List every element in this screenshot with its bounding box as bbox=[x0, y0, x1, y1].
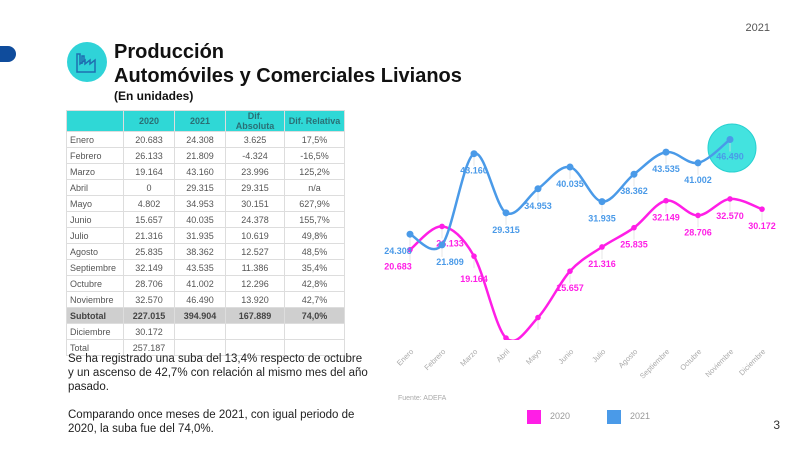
data-label-2021: 43.160 bbox=[460, 166, 488, 176]
x-tick-label: Julio bbox=[590, 347, 607, 364]
table-row: Febrero 26.133 21.809 -4.324 -16,5% bbox=[66, 147, 345, 164]
series-line-2020 bbox=[409, 197, 763, 340]
cell: 74,0% bbox=[284, 307, 345, 324]
data-point-2020 bbox=[503, 335, 509, 340]
table-row: Septiembre 32.149 43.535 11.386 35,4% bbox=[66, 259, 345, 276]
year-label: 2021 bbox=[745, 22, 770, 34]
table-row: Total 257.187 bbox=[66, 339, 345, 356]
data-point-2020 bbox=[439, 223, 445, 230]
table-row: Marzo 19.164 43.160 23.996 125,2% bbox=[66, 163, 345, 180]
data-label-2021: 24.308 bbox=[384, 246, 412, 256]
x-tick-label: Enero bbox=[395, 347, 416, 368]
legend-swatch-2021 bbox=[607, 410, 621, 424]
data-label-2021: 38.362 bbox=[620, 186, 648, 196]
data-point-2021 bbox=[726, 135, 734, 143]
data-point-2021 bbox=[502, 209, 510, 217]
data-point-2021 bbox=[470, 150, 478, 158]
data-label-2021: 41.002 bbox=[684, 175, 712, 185]
data-point-2021 bbox=[566, 163, 574, 171]
data-label-2020: 25.835 bbox=[620, 240, 648, 250]
slide-tab-marker bbox=[0, 46, 16, 62]
table-row: Octubre 28.706 41.002 12.296 42,8% bbox=[66, 275, 345, 292]
x-tick-label: Septiembre bbox=[638, 347, 671, 380]
table-row: Abril 0 29.315 29.315 n/a bbox=[66, 179, 345, 196]
x-tick-label: Febrero bbox=[422, 347, 447, 372]
data-label-2020: 15.657 bbox=[556, 283, 584, 293]
x-tick-label: Junio bbox=[556, 347, 575, 366]
table-row: Diciembre 30.172 bbox=[66, 323, 345, 340]
chart-source: Fuente: ADEFA bbox=[398, 395, 447, 402]
data-label-2021: 43.535 bbox=[652, 164, 680, 174]
data-point-2020 bbox=[471, 253, 477, 259]
data-point-2020 bbox=[631, 224, 637, 231]
data-label-2020: 21.316 bbox=[588, 259, 616, 269]
data-point-2021 bbox=[534, 185, 542, 193]
title-line-2: Automóviles y Comerciales Livianos bbox=[114, 65, 462, 87]
data-label-2021: 40.035 bbox=[556, 179, 584, 189]
table-header-row: 2020 2021 Dif. Absoluta Dif. Relativa bbox=[66, 110, 345, 132]
highlight-circle bbox=[707, 123, 757, 173]
x-tick-label: Octubre bbox=[678, 347, 703, 372]
data-label-2020: 19.164 bbox=[460, 274, 488, 284]
table-row: Julio 21.316 31.935 10.619 49,8% bbox=[66, 227, 345, 244]
data-point-2021 bbox=[662, 148, 670, 156]
data-point-2020 bbox=[663, 197, 669, 204]
factory-icon bbox=[67, 42, 107, 82]
page-number: 3 bbox=[773, 418, 780, 432]
legend-label-2020: 2020 bbox=[550, 411, 571, 421]
data-point-2020 bbox=[567, 268, 573, 274]
data-point-2021 bbox=[694, 159, 702, 167]
data-label-2020: 30.172 bbox=[748, 221, 776, 231]
data-point-2021 bbox=[406, 230, 414, 238]
data-label-2020: 32.570 bbox=[716, 211, 744, 221]
table-row: Noviembre 32.570 46.490 13.920 42,7% bbox=[66, 291, 345, 308]
data-label-2021: 29.315 bbox=[492, 225, 520, 235]
data-label-2021: 21.809 bbox=[436, 257, 464, 267]
paragraph-1: Se ha registrado una suba del 13,4% resp… bbox=[68, 353, 368, 393]
data-point-2021 bbox=[598, 198, 606, 206]
data-point-2020 bbox=[407, 246, 413, 253]
data-label-2020: 32.149 bbox=[652, 213, 680, 223]
cell: 257.187 bbox=[123, 339, 175, 356]
data-point-2020 bbox=[599, 244, 605, 250]
x-tick-label: Abril bbox=[494, 347, 511, 364]
cell: 227.015 bbox=[123, 307, 175, 324]
col-header: Dif. Relativa bbox=[284, 110, 345, 132]
table-row: Enero 20.683 24.308 3.625 17,5% bbox=[66, 131, 345, 148]
x-tick-label: Marzo bbox=[458, 347, 479, 368]
data-point-2021 bbox=[630, 170, 638, 178]
series-line-2021 bbox=[409, 138, 731, 251]
data-point-2021 bbox=[438, 241, 446, 249]
paragraph-2: Comparando once meses de 2021, con igual… bbox=[68, 409, 355, 435]
data-label-2020: 26.133 bbox=[436, 238, 464, 248]
data-label-2020: 20.683 bbox=[384, 262, 412, 272]
x-tick-label: Diciembre bbox=[737, 347, 767, 377]
row-label: Subtotal bbox=[66, 307, 124, 324]
x-tick-label: Noviembre bbox=[703, 347, 735, 379]
production-table: 2020 2021 Dif. Absoluta Dif. Relativa En… bbox=[66, 110, 345, 356]
col-header bbox=[66, 110, 124, 132]
legend-label-2021: 2021 bbox=[630, 411, 651, 421]
x-tick-label: Agosto bbox=[617, 347, 640, 370]
data-point-2020 bbox=[695, 212, 701, 219]
data-point-2020 bbox=[727, 196, 733, 202]
legend-swatch-2020 bbox=[527, 410, 541, 424]
col-header: 2021 bbox=[174, 110, 226, 132]
title-line-1: Producción bbox=[114, 41, 225, 63]
cell bbox=[284, 339, 345, 356]
data-label-2021: 34.953 bbox=[524, 201, 552, 211]
data-point-2020 bbox=[759, 206, 765, 212]
x-tick-label: Mayo bbox=[524, 347, 543, 366]
data-label-2020: 28.706 bbox=[684, 227, 712, 237]
data-label-2021: 31.935 bbox=[588, 214, 616, 224]
data-label-2021: 46.490 bbox=[716, 151, 744, 161]
subtitle: (En unidades) bbox=[114, 89, 194, 103]
data-point-2020 bbox=[535, 314, 541, 321]
